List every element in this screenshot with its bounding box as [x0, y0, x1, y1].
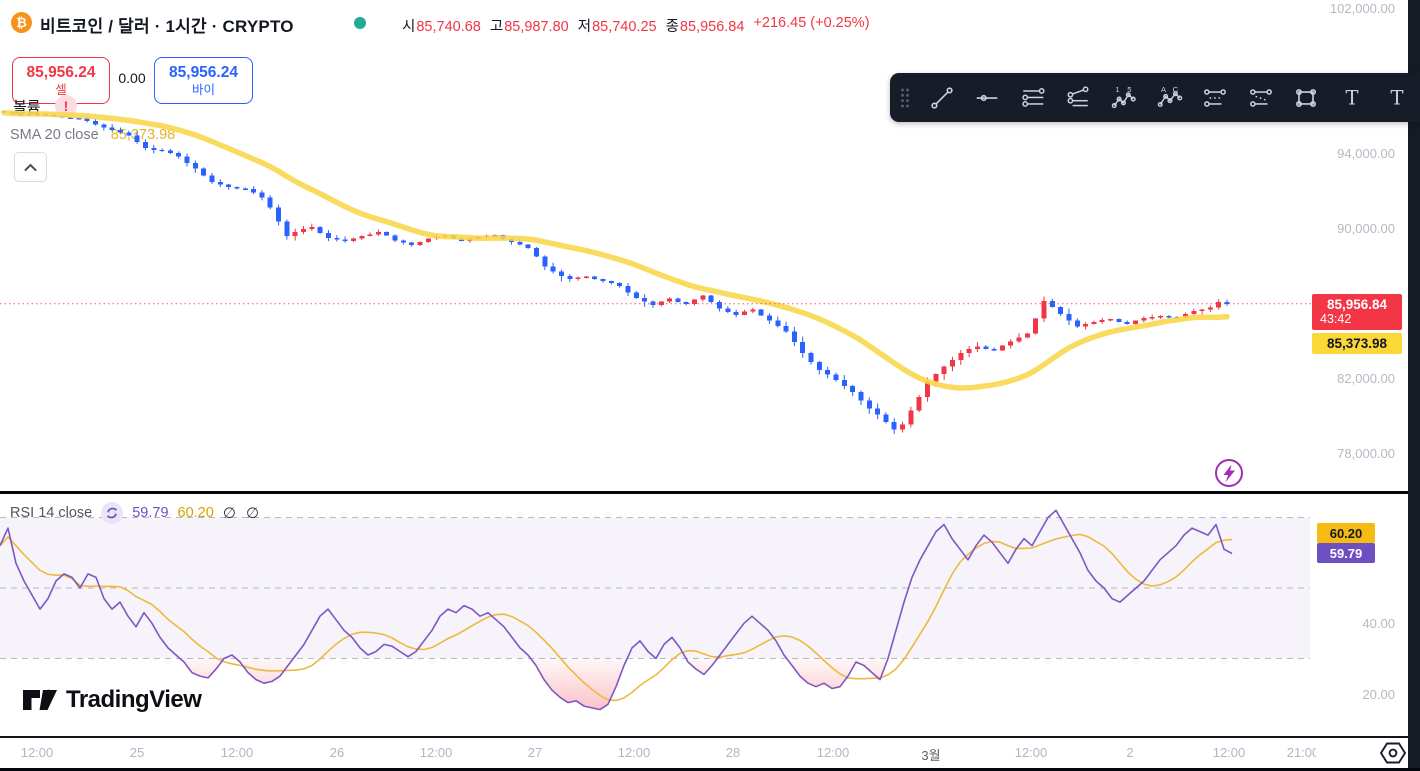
- time-axis-label: 12:00: [1014, 745, 1048, 760]
- last-price-badge: 85,956.84 43:42: [1312, 294, 1402, 330]
- svg-text:A: A: [1161, 85, 1167, 94]
- rsi-ma-value: 60.20: [177, 505, 214, 521]
- right-scroll-strip[interactable]: [1408, 0, 1420, 771]
- time-axis-label: 21:00: [1286, 745, 1316, 760]
- trend-line-icon[interactable]: [919, 73, 965, 122]
- rsi-empty-values: ∅ ∅: [222, 505, 263, 522]
- ohlc-segment: 고85,987.80: [489, 19, 569, 35]
- text-tool-icon-2[interactable]: T: [1375, 73, 1420, 122]
- axis-label: 82,000.00: [1337, 371, 1395, 386]
- time-axis-label: 12:00: [20, 745, 54, 760]
- rsi-value-badge: 59.79: [1317, 543, 1375, 563]
- ohlc-values: 시85,740.68 고85,987.80 저85,740.25 종85,956.84…: [402, 15, 870, 36]
- ohlc-segment: 종85,956.84: [665, 19, 745, 35]
- rsi-ma-line[interactable]: [0, 533, 1233, 702]
- horizontal-line-icon[interactable]: [965, 73, 1011, 122]
- axis-label: 90,000.00: [1337, 221, 1395, 236]
- rsi-line[interactable]: [0, 509, 1233, 711]
- bitcoin-icon: ₿: [11, 12, 32, 33]
- bar-countdown: 43:42: [1320, 312, 1352, 326]
- time-axis-label: 28: [725, 745, 741, 760]
- rsi-legend[interactable]: RSI 14 close 59.79 60.20 ∅ ∅: [10, 502, 262, 524]
- sell-price: 85,956.24: [26, 63, 96, 81]
- svg-text:T: T: [1391, 86, 1404, 109]
- rsi-ma-badge: 60.20: [1317, 523, 1375, 543]
- refresh-icon[interactable]: [101, 502, 124, 524]
- axis-label: 40.00: [1362, 616, 1395, 631]
- last-price: 85,956.84: [1326, 297, 1388, 312]
- time-axis[interactable]: 12:00 25 12:00 26 12:00 27 12:00 28 12:00 3월 12:00…: [0, 737, 1316, 768]
- short-position-icon[interactable]: [1238, 73, 1284, 122]
- axis-label: 20.00: [1362, 687, 1395, 702]
- market-status-icon[interactable]: [354, 17, 366, 29]
- change-value: +216.45 (+0.25%): [753, 15, 870, 31]
- time-axis-border: [0, 736, 1420, 738]
- axis-label: 94,000.00: [1337, 146, 1395, 161]
- time-axis-label: 12:00: [220, 745, 254, 760]
- svg-text:1: 1: [1115, 85, 1119, 94]
- abcd-pattern-icon[interactable]: A C: [1147, 73, 1193, 122]
- time-axis-label: 12:00: [816, 745, 850, 760]
- time-axis-label: 12:00: [419, 745, 453, 760]
- buy-price: 85,956.24: [169, 63, 238, 81]
- chevron-up-icon: [24, 163, 37, 171]
- rsi-oversold-fill: [0, 658, 1232, 710]
- ohlc-segment: 시85,740.68: [402, 19, 481, 35]
- drag-handle-icon[interactable]: [890, 73, 919, 122]
- time-axis-label: 2: [1126, 745, 1134, 760]
- rsi-label: RSI 14 close: [10, 505, 93, 521]
- spread-value: 0.00: [118, 70, 146, 86]
- bottom-border: [0, 768, 1420, 771]
- sma-value: 85,373.98: [110, 127, 176, 143]
- collapse-pane-button[interactable]: [14, 152, 47, 182]
- tradingview-mark: [23, 689, 57, 710]
- disjoint-channel-icon[interactable]: [1056, 73, 1102, 122]
- buy-label: 바이: [191, 82, 215, 97]
- rsi-value: 59.79: [132, 505, 169, 521]
- axis-label: 102,000.00: [1329, 1, 1395, 16]
- session-settings-icon[interactable]: [1379, 740, 1407, 766]
- svg-text:5: 5: [1127, 85, 1131, 94]
- symbol-title[interactable]: 비트코인 / 달러 · 1시간 · CRYPTO: [40, 17, 294, 36]
- horizontal-rays-icon[interactable]: [1010, 73, 1056, 122]
- lightning-icon[interactable]: [1213, 457, 1245, 489]
- elliott-wave-icon[interactable]: 1 5: [1101, 73, 1147, 122]
- time-axis-label: 3월: [921, 748, 941, 763]
- drawing-toolbar: 1 5 A C: [890, 73, 1420, 122]
- tradingview-logo[interactable]: TradingView: [22, 686, 202, 714]
- long-position-icon[interactable]: [1192, 73, 1238, 122]
- ohlc-segment: 저85,740.25: [577, 19, 657, 35]
- axis-label: 78,000.00: [1337, 446, 1395, 461]
- svg-text:C: C: [1172, 85, 1178, 94]
- time-axis-label: 25: [129, 745, 145, 760]
- tradingview-wordmark: TradingView: [66, 686, 202, 713]
- time-axis-label: 27: [527, 745, 543, 760]
- sma-line[interactable]: [1, 109, 1230, 391]
- time-axis-label: 12:00: [617, 745, 651, 760]
- candlestick-series: [1, 111, 1230, 434]
- buy-button[interactable]: 85,956.24 바이: [154, 57, 253, 104]
- svg-text:T: T: [1345, 86, 1358, 109]
- time-axis-label: 12:00: [1212, 745, 1246, 760]
- volume-warning-icon[interactable]: !: [55, 95, 77, 117]
- text-tool-icon[interactable]: T: [1329, 73, 1375, 122]
- pane-divider[interactable]: [0, 491, 1420, 494]
- sma-legend[interactable]: SMA 20 close 85,373.98: [10, 127, 175, 143]
- sma-label: SMA 20 close: [10, 127, 99, 143]
- sell-label: 셀: [55, 82, 67, 97]
- sma-price-badge: 85,373.98: [1312, 333, 1402, 354]
- time-axis-label: 26: [329, 745, 345, 760]
- rectangle-tool-icon[interactable]: [1283, 73, 1329, 122]
